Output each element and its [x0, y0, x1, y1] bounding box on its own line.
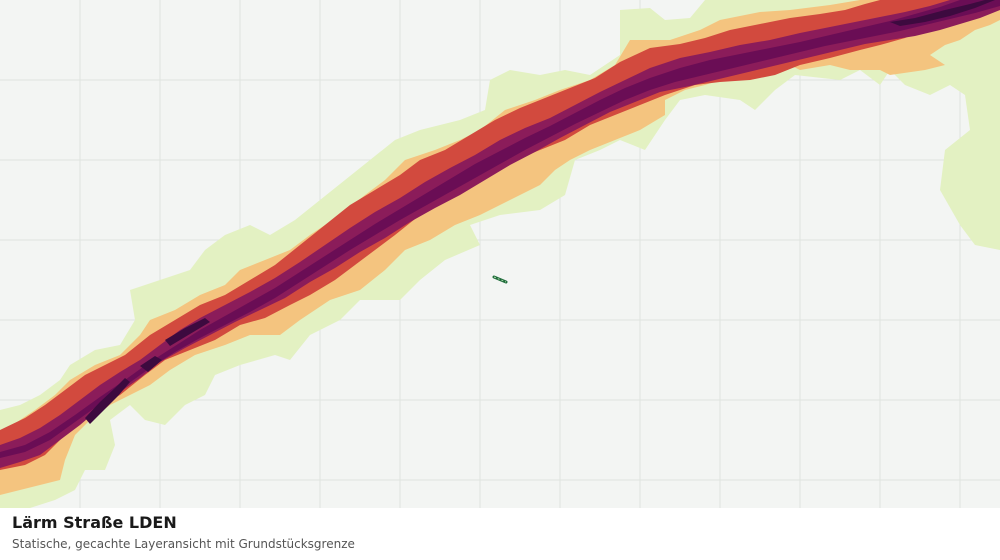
- layer-title: Lärm Straße LDEN: [12, 513, 177, 532]
- noise-band-highest: [85, 378, 130, 424]
- noise-map[interactable]: [0, 0, 1000, 508]
- noise-band-highest: [140, 356, 162, 372]
- noise-band-lowest: [0, 0, 1000, 508]
- noise-band-highest: [890, 0, 995, 26]
- layer-description: Statische, gecachte Layeransicht mit Gru…: [12, 537, 355, 551]
- noise-band-low: [0, 0, 1000, 495]
- noise-band-highest: [165, 318, 210, 346]
- map-canvas: [0, 0, 1000, 508]
- parcel-boundary[interactable]: [492, 275, 508, 284]
- map-caption: Lärm Straße LDEN Statische, gecachte Lay…: [0, 508, 1000, 560]
